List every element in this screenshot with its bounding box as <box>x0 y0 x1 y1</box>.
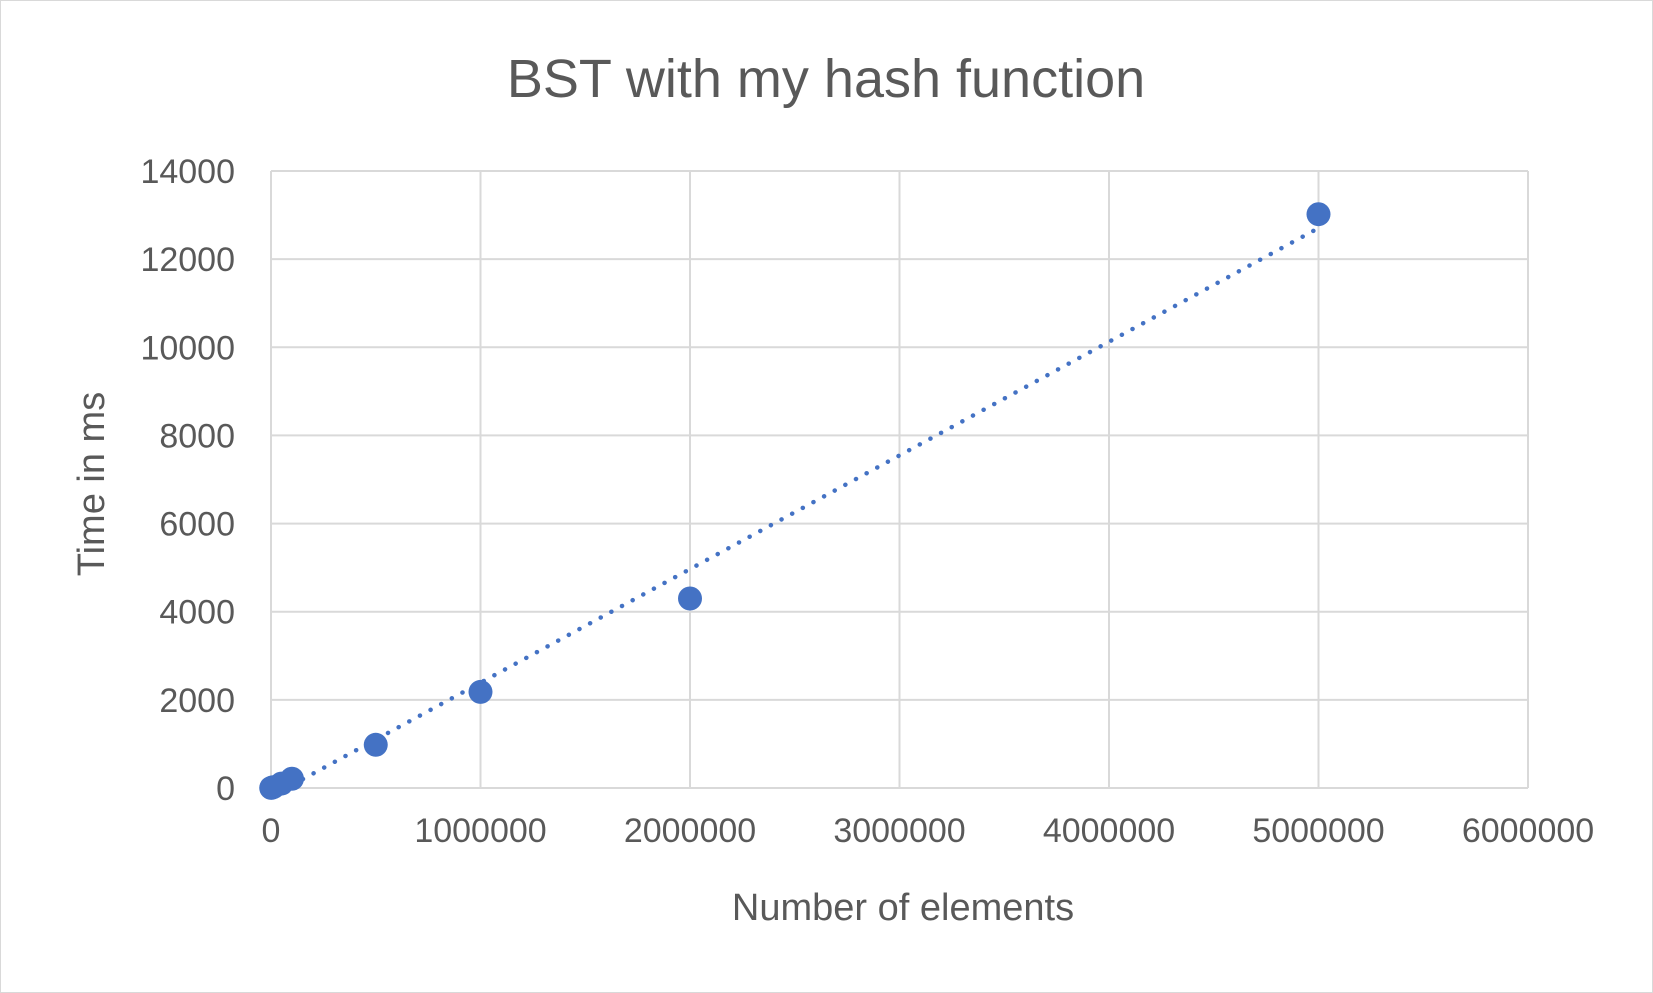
data-point <box>279 766 304 791</box>
x-tick-label: 2000000 <box>624 812 756 850</box>
y-tick-label: 10000 <box>140 329 235 367</box>
x-tick-label: 1000000 <box>414 812 546 850</box>
points-layer <box>259 202 1331 800</box>
y-tick-label: 4000 <box>159 594 235 632</box>
y-tick-label: 14000 <box>140 153 235 191</box>
data-point <box>1306 202 1331 227</box>
data-point <box>363 732 388 757</box>
x-tick-label: 3000000 <box>833 812 965 850</box>
x-tick-label: 6000000 <box>1462 812 1594 850</box>
ticks-layer: 0 2000 4000 6000 8000 10000 12000 14000 0 1000000… <box>140 153 1594 850</box>
y-tick-label: 2000 <box>159 682 235 720</box>
y-tick-label: 0 <box>216 770 235 808</box>
x-tick-label: 4000000 <box>1043 812 1175 850</box>
y-tick-label: 8000 <box>159 417 235 455</box>
trend-layer <box>268 225 1321 799</box>
y-tick-label: 6000 <box>159 506 235 544</box>
x-tick-label: 0 <box>262 812 281 850</box>
x-axis-title: Number of elements <box>732 887 1074 929</box>
y-axis-title: Time in ms <box>71 392 113 576</box>
chart-title: BST with my hash function <box>507 49 1145 109</box>
x-tick-label: 5000000 <box>1252 812 1384 850</box>
y-tick-label: 12000 <box>140 241 235 279</box>
grid-layer <box>270 170 1529 789</box>
trendline <box>268 225 1321 799</box>
data-point <box>468 679 493 704</box>
data-point <box>678 586 702 611</box>
